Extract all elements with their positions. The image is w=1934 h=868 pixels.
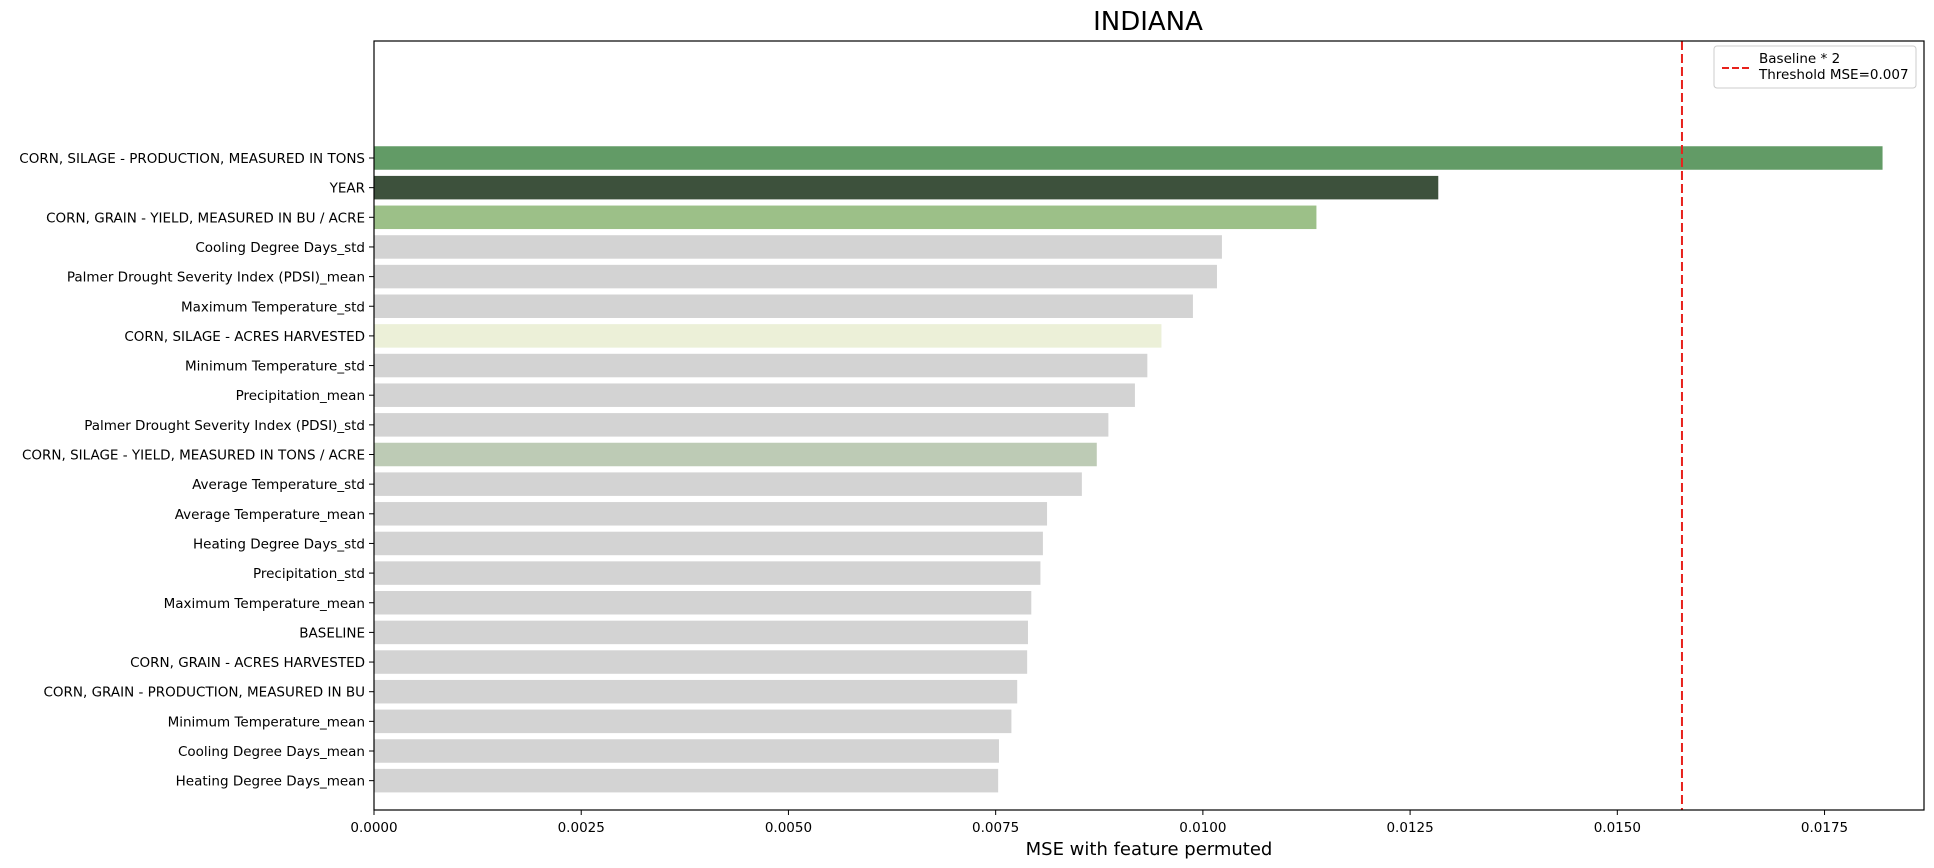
x-tick-label: 0.0025 xyxy=(558,820,605,836)
bars-layer xyxy=(374,146,1883,793)
x-tick-label: 0.0075 xyxy=(972,820,1019,836)
x-tick-label: 0.0150 xyxy=(1594,820,1641,836)
x-tick-label: 0.0175 xyxy=(1801,820,1848,836)
bar xyxy=(374,146,1883,170)
y-tick-label: CORN, SILAGE - PRODUCTION, MEASURED IN T… xyxy=(19,151,365,167)
y-tick-label: Palmer Drought Severity Index (PDSI)_mea… xyxy=(67,270,365,286)
y-tick-label: Minimum Temperature_mean xyxy=(168,714,365,730)
y-tick-label: CORN, SILAGE - YIELD, MEASURED IN TONS /… xyxy=(22,448,365,464)
bar xyxy=(374,205,1317,230)
chart-title: INDIANA xyxy=(1093,7,1203,37)
y-tick-label: Precipitation_std xyxy=(253,566,365,582)
y-tick-label: CORN, GRAIN - YIELD, MEASURED IN BU / AC… xyxy=(46,210,365,226)
y-tick-label: Heating Degree Days_std xyxy=(193,536,365,552)
bar xyxy=(374,561,1041,585)
bar xyxy=(374,294,1193,318)
x-ticks: 0.0000 0.0025 0.0050 0.0075 0.0100 0.0125 0.01… xyxy=(350,810,1848,836)
bar xyxy=(374,472,1082,496)
bar xyxy=(374,324,1162,348)
y-tick-label: Maximum Temperature_std xyxy=(181,299,365,315)
x-tick-label: 0.0125 xyxy=(1386,820,1433,836)
legend-label-line2: Threshold MSE=0.007 xyxy=(1758,67,1909,83)
bar xyxy=(374,442,1097,467)
plot-frame xyxy=(373,40,1925,811)
y-tick-label: Cooling Degree Days_mean xyxy=(178,744,365,760)
y-tick-label: Palmer Drought Severity Index (PDSI)_std xyxy=(84,418,365,434)
y-tick-labels: CORN, SILAGE - PRODUCTION, MEASURED IN T… xyxy=(19,151,374,790)
bar xyxy=(374,175,1439,200)
y-tick-label: YEAR xyxy=(329,181,365,197)
bar xyxy=(374,620,1028,645)
x-tick-label: 0.0000 xyxy=(350,820,397,836)
x-axis-label: MSE with feature permuted xyxy=(1026,839,1273,860)
y-tick-label: Precipitation_mean xyxy=(236,388,365,404)
legend-label-line1: Baseline * 2 xyxy=(1759,51,1840,67)
y-tick-label: BASELINE xyxy=(299,625,365,641)
bar xyxy=(374,709,1012,734)
bar xyxy=(374,502,1048,526)
y-tick-label: Cooling Degree Days_std xyxy=(195,240,365,256)
legend-box xyxy=(1713,45,1917,89)
y-tick-label: Heating Degree Days_mean xyxy=(176,774,365,790)
y-tick-label: CORN, GRAIN - ACRES HARVESTED xyxy=(130,655,365,671)
bar xyxy=(374,679,1018,704)
x-tick-label: 0.0050 xyxy=(765,820,812,836)
bar xyxy=(374,591,1032,615)
bar xyxy=(374,235,1222,259)
y-tick-label: Average Temperature_mean xyxy=(175,507,365,523)
bar xyxy=(374,739,999,763)
legend: Baseline * 2 Threshold MSE=0.007 xyxy=(1713,45,1917,89)
bar xyxy=(374,413,1109,437)
bar xyxy=(374,650,1028,674)
bar xyxy=(374,531,1043,556)
bar xyxy=(374,264,1217,289)
y-tick-label: Maximum Temperature_mean xyxy=(164,596,365,612)
y-tick-label: Minimum Temperature_std xyxy=(185,359,365,375)
x-tick-label: 0.0100 xyxy=(1179,820,1226,836)
y-tick-label: CORN, SILAGE - ACRES HARVESTED xyxy=(124,329,365,345)
y-tick-label: CORN, GRAIN - PRODUCTION, MEASURED IN BU xyxy=(43,685,365,701)
y-tick-label: Average Temperature_std xyxy=(192,477,365,493)
bar xyxy=(374,768,999,793)
bar xyxy=(374,353,1148,378)
bar xyxy=(374,383,1135,407)
